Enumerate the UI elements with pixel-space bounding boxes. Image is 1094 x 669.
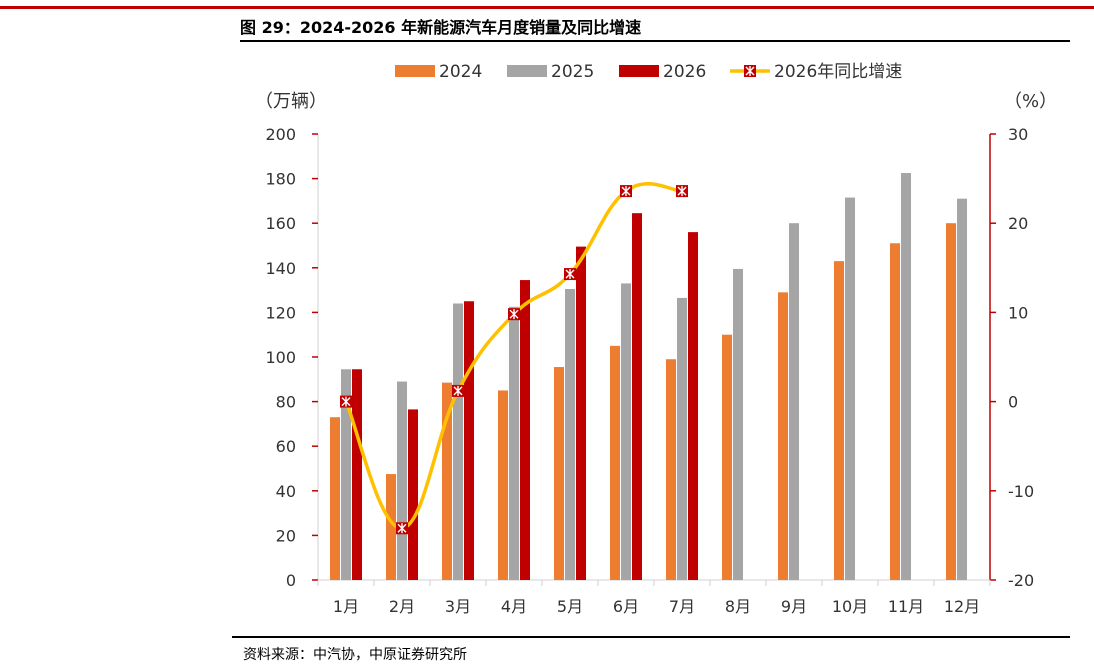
y-right-tick-label: 0: [1008, 393, 1018, 412]
chart-axes: 0 20 40 60 80 100 120 140 160 180 200 -20 -10 0 10 20 30: [265, 125, 1034, 590]
bar-2025-2: [397, 381, 407, 580]
y-right-tick-label: 10: [1008, 303, 1028, 322]
source-note: 资料来源：中汽协，中原证券研究所: [243, 647, 467, 663]
legend-label: 2024: [439, 62, 482, 82]
bar-2024-9: [778, 292, 788, 580]
y-left-tick-label: 180: [265, 170, 296, 189]
bar-2025-3: [453, 303, 463, 580]
growth-marker-3: [452, 384, 464, 397]
x-tick-label: 4月: [501, 597, 527, 616]
y-right-tick-label: 20: [1008, 214, 1028, 233]
y-left-tick-label: 120: [265, 303, 296, 322]
bar-2026-5: [576, 246, 586, 581]
growth-marker-6: [620, 185, 632, 198]
y-left-tick-label: 160: [265, 214, 296, 233]
bar-2025-12: [957, 198, 967, 581]
bar-2025-6: [621, 283, 631, 580]
bar-2024-3: [442, 382, 452, 580]
y-right-axis-label: （%）: [1004, 91, 1057, 112]
bar-2026-2: [408, 409, 418, 580]
y-left-axis-label: （万辆）: [255, 91, 327, 112]
growth-marker-5: [564, 268, 576, 281]
bar-2024-2: [386, 474, 396, 580]
legend-item-2024: 2024: [395, 62, 482, 82]
y-left-tick-label: 60: [276, 437, 296, 456]
bar-2025-9: [789, 223, 799, 580]
bar-2026-3: [464, 301, 474, 580]
x-axis-labels: 1月 2月 3月 4月 5月 6月 7月 8月 9月 10月 11月 12月: [333, 597, 980, 616]
bar-2024-11: [890, 243, 900, 580]
bar-2025-11: [901, 173, 911, 580]
bar-2026-4: [520, 280, 530, 580]
bar-2024-12: [946, 223, 956, 580]
chart-bars: [330, 173, 967, 581]
y-left-tick-label: 20: [276, 526, 296, 545]
bar-2024-5: [554, 367, 564, 580]
title-rule: [240, 40, 1070, 42]
legend-label: 2025: [551, 62, 594, 82]
bar-2024-6: [610, 345, 620, 580]
y-left-tick-label: 140: [265, 259, 296, 278]
bottom-rule: [232, 636, 1070, 638]
bar-2026-6: [632, 213, 642, 581]
chart-line-series: [340, 181, 688, 535]
bar-2024-8: [722, 334, 732, 580]
growth-marker-7: [676, 185, 688, 198]
growth-marker-1: [340, 395, 352, 408]
x-tick-label: 10月: [832, 597, 868, 616]
legend-marker-icon: [744, 65, 756, 77]
legend-item-2026年同比增速: 2026年同比增速: [730, 62, 902, 82]
growth-marker-4: [508, 308, 520, 321]
y-left-tick-label: 40: [276, 482, 296, 501]
x-tick-label: 11月: [888, 597, 924, 616]
bar-2025-10: [845, 197, 855, 580]
x-tick-label: 1月: [333, 597, 359, 616]
y-right-tick-label: -10: [1008, 482, 1034, 501]
bar-2026-1: [352, 369, 362, 580]
bar-2024-1: [330, 417, 340, 580]
top-rule: [0, 6, 1094, 9]
y-left-tick-label: 0: [286, 571, 296, 590]
x-tick-label: 8月: [725, 597, 751, 616]
x-tick-label: 3月: [445, 597, 471, 616]
y-right-tick-label: -20: [1008, 571, 1034, 590]
legend-item-2026: 2026: [619, 62, 706, 82]
bar-2026-7: [688, 232, 698, 580]
legend-label: 2026: [663, 62, 706, 82]
bar-2024-4: [498, 390, 508, 580]
legend-item-2025: 2025: [507, 62, 594, 82]
figure-title: 图 29：2024-2026 年新能源汽车月度销量及同比增速: [240, 18, 642, 37]
growth-marker-2: [396, 522, 408, 535]
x-tick-label: 7月: [669, 597, 695, 616]
bar-2024-7: [666, 359, 676, 580]
bar-2025-8: [733, 268, 743, 580]
bar-2025-7: [677, 297, 687, 580]
y-right-tick-label: 30: [1008, 125, 1028, 144]
bar-2025-4: [509, 306, 519, 580]
y-left-tick-label: 100: [265, 348, 296, 367]
y-left-tick-label: 200: [265, 125, 296, 144]
x-tick-label: 6月: [613, 597, 639, 616]
x-tick-label: 5月: [557, 597, 583, 616]
y-left-tick-label: 80: [276, 393, 296, 412]
x-tick-label: 2月: [389, 597, 415, 616]
bar-2025-1: [341, 369, 351, 580]
bar-2025-5: [565, 288, 575, 580]
chart-legend: 2024 2025 2026 2026年同比增速: [395, 62, 902, 82]
x-tick-label: 9月: [781, 597, 807, 616]
bar-2024-10: [834, 261, 844, 580]
x-tick-label: 12月: [944, 597, 980, 616]
legend-label: 2026年同比增速: [774, 62, 902, 82]
